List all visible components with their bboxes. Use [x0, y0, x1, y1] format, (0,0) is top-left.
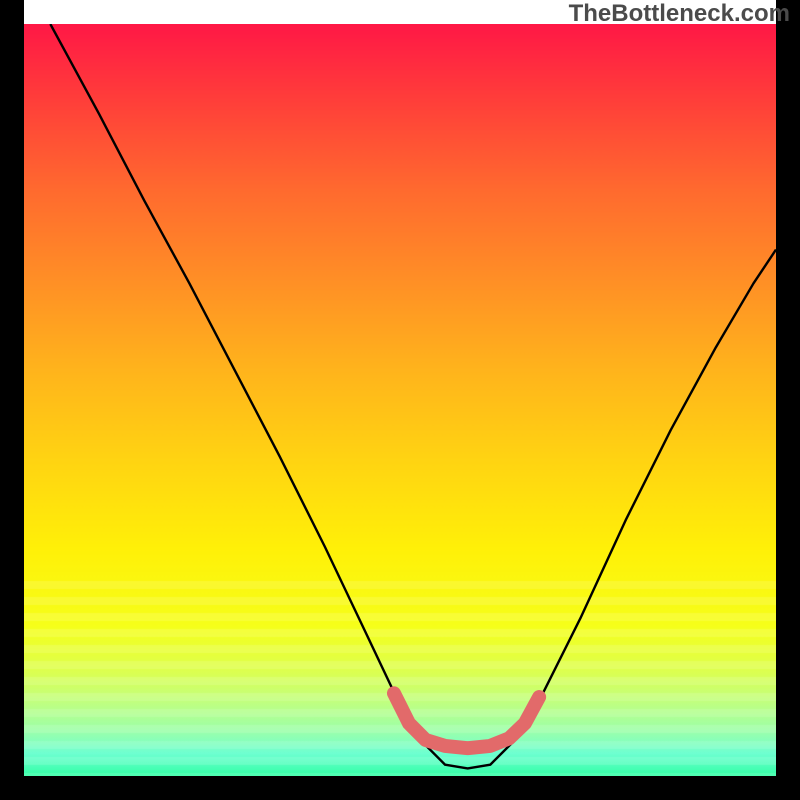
- watermark-text: TheBottleneck.com: [569, 0, 790, 28]
- chart-frame: TheBottleneck.com: [0, 0, 800, 800]
- border-right: [776, 0, 800, 800]
- border-left: [0, 0, 24, 800]
- gradient-canvas: [24, 24, 776, 776]
- plot-area: [24, 24, 776, 776]
- border-bottom: [0, 776, 800, 800]
